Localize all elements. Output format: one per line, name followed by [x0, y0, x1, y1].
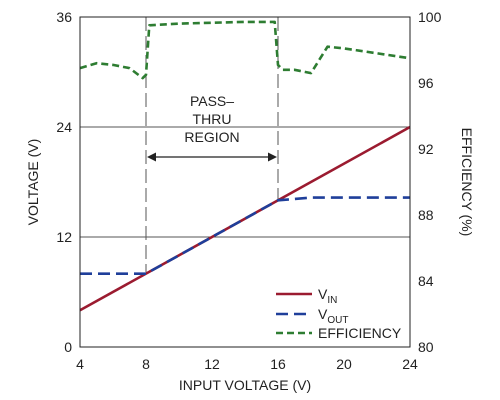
legend-vin-label: VIN	[318, 286, 337, 306]
x-tick-label: 12	[204, 356, 220, 372]
y-right-tick-label: 84	[418, 273, 434, 289]
y-left-tick-label: 36	[56, 9, 72, 25]
y-right-tick-label: 80	[418, 339, 434, 355]
series-efficiency-line	[79, 20, 411, 80]
series-vin-line	[79, 125, 411, 312]
y-right-tick-label: 92	[418, 141, 434, 157]
plot-frame	[79, 16, 411, 348]
y-right-tick-label: 96	[418, 75, 434, 91]
legend-vout-label: VOUT	[318, 306, 348, 326]
pass-thru-annotation: PASS– THRU REGION	[145, 17, 279, 272]
y-right-tick-label: 100	[418, 9, 442, 25]
y-left-tick-label: 24	[56, 119, 72, 135]
legend-label-main: V	[318, 286, 328, 302]
y-left-axis-title: VOLTAGE (V)	[25, 139, 41, 226]
y-left-tick-label: 0	[64, 339, 72, 355]
annotation-text: REGION	[184, 129, 239, 145]
y-right-axis-title: EFFICIENCY (%)	[459, 128, 475, 237]
series-lines	[79, 20, 411, 312]
x-tick-label: 8	[142, 356, 150, 372]
legend-label-main: EFFICIENCY	[318, 325, 402, 341]
y-right-tick-labels: 80 84 88 92 96 100	[418, 9, 442, 355]
y-left-tick-label: 12	[56, 229, 72, 245]
gridlines	[80, 126, 410, 238]
x-tick-label: 24	[402, 356, 418, 372]
x-tick-label: 20	[336, 356, 352, 372]
legend-label-subscript: OUT	[327, 315, 348, 326]
annotation-text: PASS–	[190, 93, 234, 109]
series-vout-line	[80, 196, 410, 276]
legend-label-subscript: IN	[327, 295, 337, 306]
annotation-text: THRU	[193, 111, 232, 127]
x-tick-labels: 4 8 12 16 20 24	[76, 356, 418, 372]
region-arrow-right	[268, 152, 277, 162]
x-tick-label: 4	[76, 356, 84, 372]
x-tick-label: 16	[270, 356, 286, 372]
legend-label-main: V	[318, 306, 328, 322]
legend-efficiency-label: EFFICIENCY	[318, 325, 402, 341]
x-axis-title: INPUT VOLTAGE (V)	[179, 377, 311, 393]
region-arrow-left	[147, 152, 156, 162]
y-right-tick-label: 88	[418, 207, 434, 223]
y-left-tick-labels: 0 12 24 36	[56, 9, 72, 355]
